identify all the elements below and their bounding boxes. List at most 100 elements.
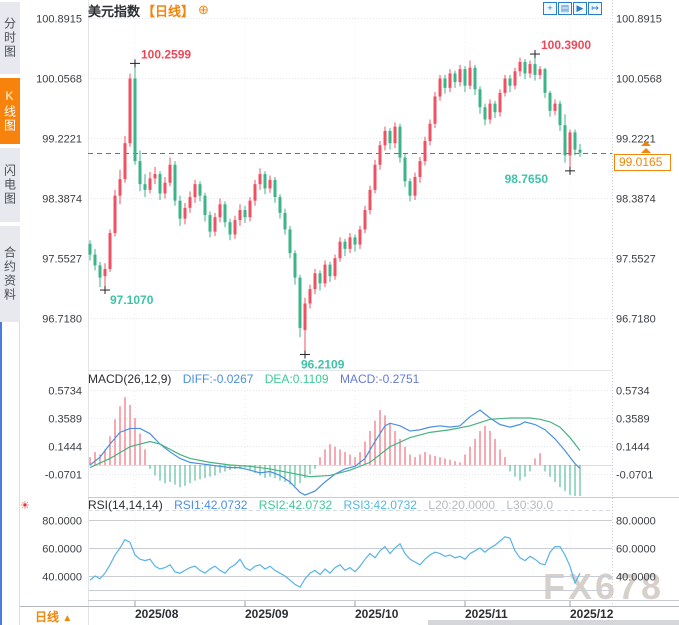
- period-tag: 【日线】: [142, 3, 195, 19]
- rsi-axis-label-right: 40.0000: [616, 572, 656, 584]
- extreme-price-label: 97.1070: [110, 293, 154, 307]
- date-axis-label: 2025/11: [465, 607, 508, 621]
- candle-body: [123, 143, 127, 180]
- timeframe-up-arrow-icon: ▲: [62, 613, 73, 624]
- candle-body: [223, 204, 227, 223]
- price-axis-label-left: 99.2221: [42, 134, 82, 146]
- candle-body: [113, 195, 117, 234]
- candle-body: [198, 184, 202, 196]
- add-indicator-icon[interactable]: ⊕: [198, 2, 209, 17]
- candle-body: [573, 132, 577, 150]
- date-axis-label: 2025/09: [245, 607, 289, 621]
- axis-play-icon[interactable]: ▶: [573, 2, 587, 15]
- candle-body: [278, 197, 282, 213]
- candle-body: [508, 78, 512, 86]
- sidebar-tab-kline-chart[interactable]: K线图: [0, 78, 20, 144]
- rsi-axis-label-right: 60.0000: [616, 544, 656, 556]
- candle-body: [468, 67, 472, 86]
- timeframe-selector[interactable]: 日线 ▲: [35, 608, 72, 625]
- candle-body: [203, 195, 207, 216]
- candle-body: [318, 273, 322, 284]
- candle-body: [483, 107, 487, 120]
- rsi-axis-label-left: 40.0000: [42, 572, 82, 584]
- candle-body: [248, 200, 252, 218]
- rsi-header: RSI(14,14,14) RSI1:42.0732 RSI2:42.0732 …: [88, 498, 553, 512]
- candle-body: [218, 204, 222, 218]
- extreme-price-label: 100.3900: [541, 38, 591, 52]
- candle-body: [168, 164, 172, 183]
- candle-body: [403, 157, 407, 182]
- rsi-axis-label-left: 80.0000: [42, 516, 82, 528]
- candle-body: [413, 176, 417, 196]
- candle-body: [98, 265, 102, 278]
- candle-body: [303, 303, 307, 331]
- sidebar: 分时图 K线图 闪电图 合约资料: [0, 0, 20, 625]
- price-axis-label-left: 98.3874: [42, 194, 82, 206]
- candle-body: [463, 69, 467, 86]
- price-axis-label-right: 98.3874: [616, 194, 656, 206]
- chart-header: 美元指数 【日线】 ⊕: [88, 2, 209, 19]
- candle-body: [213, 217, 217, 232]
- candle-body: [108, 233, 112, 269]
- candle-body: [93, 254, 97, 266]
- candle-body: [183, 207, 187, 219]
- candle-body: [323, 264, 327, 284]
- candle-body: [133, 78, 137, 162]
- timeframe-label: 日线: [35, 610, 60, 624]
- candle-body: [448, 73, 452, 88]
- macd-axis-label-right: 0.5734: [616, 386, 650, 398]
- macd-axis-label-right: 0.1444: [616, 442, 650, 454]
- extreme-price-label: 96.2109: [301, 357, 345, 371]
- candle-body: [538, 69, 542, 75]
- symbol-title: 美元指数: [88, 3, 141, 19]
- macd-diff-value: DIFF:-0.0267: [182, 372, 254, 386]
- candle-body: [353, 237, 357, 245]
- horizontal-scrollbar-thumb[interactable]: [428, 620, 679, 625]
- candle-body: [238, 210, 242, 221]
- candle-body: [363, 210, 367, 230]
- macd-macd-value: MACD:-0.2751: [339, 372, 420, 386]
- candle-body: [358, 229, 362, 245]
- macd-dea-value: DEA:0.1109: [264, 372, 329, 386]
- date-axis-label: 2025/12: [570, 607, 614, 621]
- rsi-axis-label-left: 60.0000: [42, 544, 82, 556]
- price-axis-label-right: 97.5527: [616, 254, 656, 266]
- candle-body: [488, 103, 492, 120]
- candle-body: [453, 73, 457, 83]
- extreme-price-label: 100.2599: [141, 47, 191, 61]
- candle-body: [258, 174, 262, 185]
- pan-crosshair-icon[interactable]: +: [543, 2, 557, 15]
- indicator-alert-icon[interactable]: ☀: [20, 500, 30, 512]
- current-price-badge: 99.0165: [614, 154, 671, 171]
- candle-body: [368, 189, 372, 211]
- macd-axis-label-left: -0.0701: [45, 470, 82, 482]
- price-axis-label-left: 97.5527: [42, 254, 82, 266]
- candle-body: [158, 174, 162, 194]
- candle-body: [518, 61, 522, 72]
- candle-body: [228, 222, 232, 235]
- price-axis-label-right: 100.8915: [616, 14, 662, 26]
- macd-diff-line: [89, 409, 581, 496]
- shift-right-icon[interactable]: ↦: [588, 2, 602, 15]
- price-axis-label-right: 96.7180: [616, 314, 656, 326]
- candle-body: [578, 149, 582, 153]
- candle-body: [118, 179, 122, 196]
- sidebar-tab-contract-info[interactable]: 合约资料: [0, 226, 20, 322]
- rsi-l30-value: L30:30.0: [506, 498, 554, 512]
- axis-scale-icon[interactable]: ▤: [558, 2, 572, 15]
- candle-body: [513, 71, 517, 86]
- candle-body: [243, 210, 247, 218]
- sidebar-tab-flash-chart[interactable]: 闪电图: [0, 148, 20, 222]
- macd-dea-line: [89, 417, 581, 478]
- candle-body: [553, 103, 557, 111]
- candle-body: [493, 103, 497, 113]
- sidebar-tab-time-chart[interactable]: 分时图: [0, 2, 20, 74]
- macd-axis-label-right: 0.3589: [616, 414, 650, 426]
- candle-body: [423, 141, 427, 162]
- price-axis-label-left: 100.8915: [36, 14, 82, 26]
- macd-title: MACD(26,12,9): [88, 372, 172, 386]
- candle-body: [88, 243, 92, 255]
- candle-body: [533, 64, 537, 75]
- candle-body: [128, 78, 132, 144]
